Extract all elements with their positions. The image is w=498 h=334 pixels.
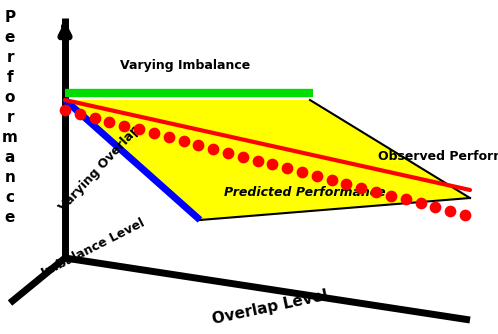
Text: c: c [5, 190, 14, 205]
Point [328, 177, 336, 183]
Text: m: m [2, 131, 18, 146]
Point [343, 181, 351, 187]
Text: e: e [5, 30, 15, 45]
Text: Predicted Performance: Predicted Performance [224, 185, 386, 198]
Point [416, 201, 424, 206]
Point [372, 189, 380, 194]
Text: n: n [4, 170, 15, 185]
Point [150, 131, 158, 136]
Point [106, 119, 114, 124]
Text: Observed Performance: Observed Performance [378, 151, 498, 164]
Point [76, 111, 84, 117]
Point [461, 212, 469, 218]
Point [268, 162, 276, 167]
Point [239, 154, 247, 159]
Text: a: a [5, 151, 15, 166]
Text: r: r [6, 111, 14, 126]
Text: o: o [5, 91, 15, 106]
Point [91, 115, 99, 121]
Text: f: f [6, 70, 13, 86]
Point [135, 127, 143, 132]
Point [283, 166, 291, 171]
Text: Imbalance Level: Imbalance Level [39, 216, 147, 280]
Point [313, 173, 321, 179]
Text: Varying Overlap: Varying Overlap [57, 122, 143, 214]
Point [253, 158, 261, 163]
Point [194, 142, 202, 148]
Point [224, 150, 232, 155]
Point [431, 204, 439, 210]
Polygon shape [65, 100, 470, 220]
Point [209, 146, 217, 152]
Point [165, 135, 173, 140]
Point [387, 193, 395, 198]
Point [357, 185, 365, 190]
Text: r: r [6, 50, 14, 65]
Point [180, 138, 188, 144]
Point [121, 123, 128, 128]
Text: Overlap Level: Overlap Level [211, 287, 329, 327]
Text: P: P [4, 10, 15, 25]
Text: e: e [5, 210, 15, 225]
Point [446, 208, 454, 214]
Point [298, 170, 306, 175]
Point [61, 107, 69, 113]
Point [402, 197, 410, 202]
Text: Varying Imbalance: Varying Imbalance [120, 58, 250, 71]
